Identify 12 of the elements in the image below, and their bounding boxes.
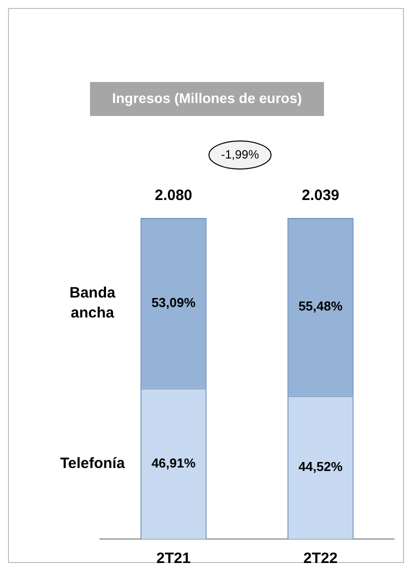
data-label: 46,91% [151,455,196,470]
chart-title: Ingresos (Millones de euros) [112,90,302,106]
series-label: Banda ancha [70,284,116,322]
data-label: 44,52% [298,459,343,474]
x-tick-label: 2T22 [303,550,338,568]
series-label: Telefonía [60,454,126,472]
annotation: 2.080 [154,187,192,204]
data-label: 55,48% [298,298,343,314]
text: -1,99% [220,147,260,162]
data-label: 53,09% [151,294,196,310]
annotation: 2.039 [302,187,340,204]
x-tick-label: 2T21 [156,550,191,568]
